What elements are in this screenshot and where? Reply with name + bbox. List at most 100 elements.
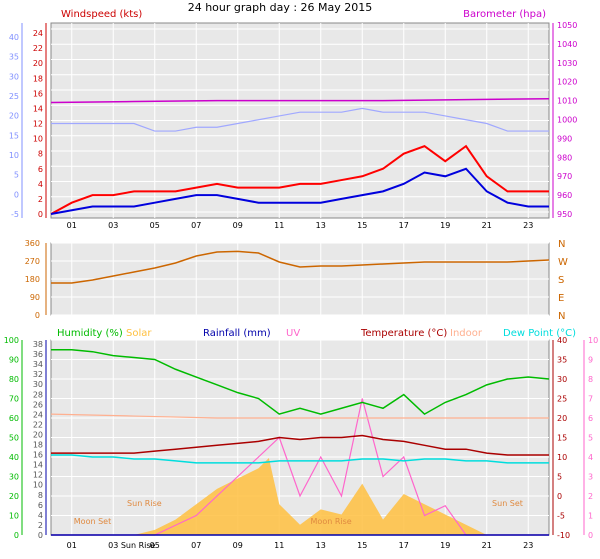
- direction-compass-label: N: [558, 311, 565, 322]
- temp-tick-label: 40: [557, 336, 567, 345]
- uv-tick-label: 8: [588, 375, 593, 384]
- uv-tick-label: 10: [588, 336, 598, 345]
- uv-tick-label: 5: [588, 434, 593, 443]
- sun-moon-annotation: Moon Set: [74, 517, 111, 526]
- sun-moon-annotation: Sun Rise: [127, 499, 162, 508]
- temp-x-tick-label: 11: [274, 541, 284, 550]
- wind-x-tick-label: 23: [523, 221, 533, 230]
- wind-x-tick-label: 09: [233, 221, 243, 230]
- rain-tick-label: 2: [38, 521, 43, 530]
- inner-left-tick-label: 4: [38, 180, 43, 189]
- direction-tick-label: 270: [25, 257, 40, 266]
- legend-label: Solar: [126, 328, 152, 339]
- wind-x-tick-label: 17: [399, 221, 409, 230]
- inner-left-tick-label: 8: [38, 150, 43, 159]
- temp-tick-label: 30: [557, 375, 567, 384]
- legend-label: Rainfall (mm): [203, 328, 271, 339]
- baro-tick-label: 970: [557, 172, 572, 181]
- temp-x-tick-label: Sun Rise: [121, 541, 156, 550]
- humidity-tick-label: 40: [9, 453, 19, 462]
- temp-x-tick-label: 07: [191, 541, 201, 550]
- temp-x-tick-label: 19: [440, 541, 450, 550]
- temp-x-tick-label: 13: [316, 541, 326, 550]
- baro-tick-label: 1020: [557, 78, 577, 87]
- uv-tick-label: 1: [588, 512, 593, 521]
- temp-x-tick-label: 01: [67, 541, 77, 550]
- wind-x-tick-label: 13: [316, 221, 326, 230]
- rain-tick-label: 14: [33, 461, 43, 470]
- inner-left-tick-label: 12: [33, 120, 43, 129]
- baro-tick-label: 960: [557, 191, 572, 200]
- direction-tick-label: 0: [35, 311, 40, 320]
- wind-x-tick-label: 03: [108, 221, 118, 230]
- uv-tick-label: 9: [588, 356, 593, 365]
- rain-tick-label: 26: [33, 400, 43, 409]
- inner-left-tick-label: 16: [33, 89, 43, 98]
- rain-tick-label: 24: [33, 410, 43, 419]
- humidity-tick-label: 90: [9, 356, 19, 365]
- direction-series: [51, 250, 550, 284]
- temp-tick-label: 15: [557, 434, 567, 443]
- direction-compass-label: S: [558, 275, 564, 286]
- uv-series: [51, 398, 549, 536]
- wind-x-tick-label: 11: [274, 221, 284, 230]
- legend-label: UV: [286, 328, 300, 339]
- rain-tick-label: 34: [33, 360, 43, 369]
- dew-point-series: [51, 454, 549, 464]
- sun-moon-annotation: Sun Set: [492, 499, 523, 508]
- uv-tick-label: 0: [588, 531, 593, 540]
- inner-left-tick-label: 0: [38, 210, 43, 219]
- uv-tick-label: 3: [588, 473, 593, 482]
- rain-tick-label: 6: [38, 501, 43, 510]
- wind-x-tick-label: 21: [482, 221, 492, 230]
- outer-left-tick-label: 35: [9, 53, 19, 62]
- temp-x-tick-label: 05: [150, 541, 160, 550]
- temp-tick-label: -5: [557, 512, 565, 521]
- humidity-tick-label: 10: [9, 512, 19, 521]
- indoor-series: [50, 413, 549, 419]
- humidity-series: [51, 349, 550, 416]
- baro-series: [50, 97, 550, 104]
- inner-left-tick-label: 14: [33, 104, 43, 113]
- temp-x-tick-label: 03: [108, 541, 118, 550]
- outer-left-tick-label: -5: [11, 210, 19, 219]
- rain-tick-label: 18: [33, 441, 43, 450]
- rain-tick-label: 38: [33, 340, 43, 349]
- baro-tick-label: 950: [557, 210, 572, 219]
- humidity-tick-label: 60: [9, 414, 19, 423]
- temp-tick-label: 10: [557, 453, 567, 462]
- inner-left-tick-label: 6: [38, 165, 43, 174]
- rain-tick-label: 28: [33, 390, 43, 399]
- baro-tick-label: 990: [557, 134, 572, 143]
- outer-left-tick-label: 25: [9, 92, 19, 101]
- temp-x-tick-label: 09: [233, 541, 243, 550]
- humidity-tick-label: 0: [14, 531, 19, 540]
- temp-x-tick-label: 15: [357, 541, 367, 550]
- direction-tick-label: 180: [25, 275, 40, 284]
- wind-axis-title: Windspeed (kts): [61, 9, 142, 20]
- temp-tick-label: 35: [557, 356, 567, 365]
- temp-x-tick-label: 21: [482, 541, 492, 550]
- outer-left-tick-label: 10: [9, 151, 19, 160]
- baro-tick-label: 1000: [557, 116, 577, 125]
- rain-tick-label: 36: [33, 350, 43, 359]
- gust-series: [51, 107, 549, 132]
- sun-moon-annotation: Moon Rise: [311, 517, 352, 526]
- rain-tick-label: 32: [33, 370, 43, 379]
- wind-x-tick-label: 01: [67, 221, 77, 230]
- temp-tick-label: 5: [557, 473, 562, 482]
- temp-tick-label: 25: [557, 395, 567, 404]
- baro-tick-label: 1050: [557, 21, 577, 30]
- wind-series: [50, 144, 549, 215]
- inner-left-tick-label: 22: [33, 44, 43, 53]
- baro-tick-label: 1040: [557, 40, 577, 49]
- legend-label: Indoor: [450, 328, 483, 339]
- uv-tick-label: 2: [588, 492, 593, 501]
- outer-left-tick-label: 5: [14, 171, 19, 180]
- legend-label: Humidity (%): [57, 328, 123, 339]
- inner-left-tick-label: 20: [33, 59, 43, 68]
- humidity-tick-label: 50: [9, 434, 19, 443]
- baro-tick-label: 1010: [557, 97, 577, 106]
